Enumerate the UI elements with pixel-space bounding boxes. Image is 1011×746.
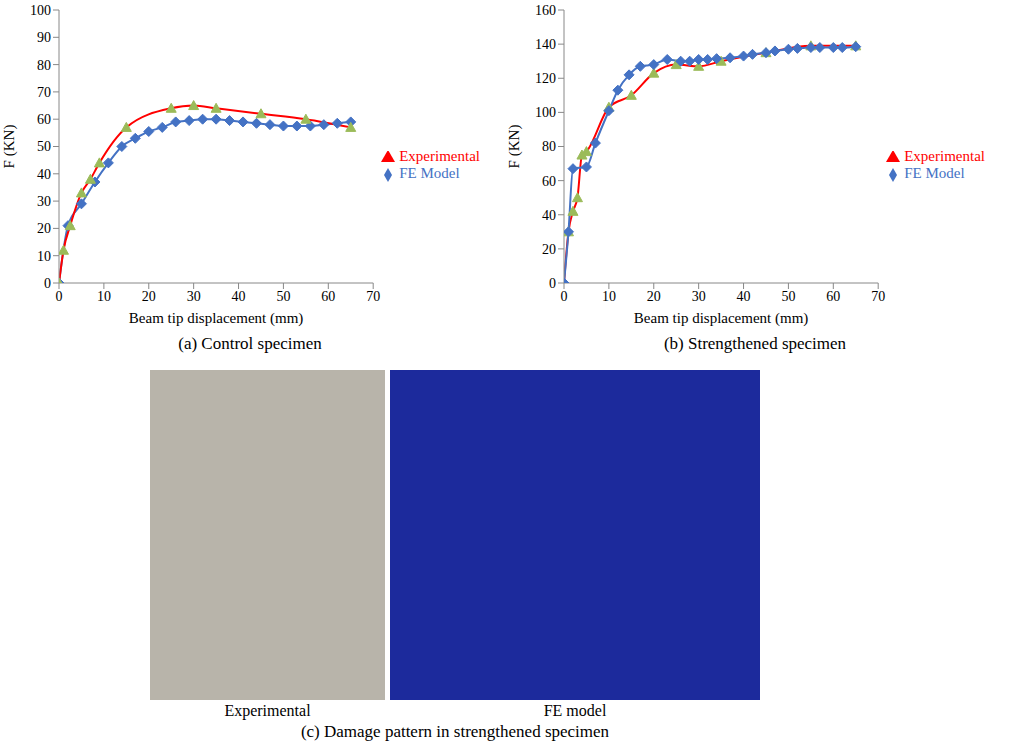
html-text:Experimental: Experimental: [904, 148, 985, 164]
svg-text:120: 120: [535, 71, 556, 86]
svg-text:30: 30: [187, 289, 201, 304]
svg-text:40: 40: [737, 289, 751, 304]
svg-text:20: 20: [142, 289, 156, 304]
svg-text:60: 60: [826, 289, 840, 304]
svg-text:70: 70: [871, 289, 885, 304]
html-text:(a) Control specimen: (a) Control specimen: [178, 334, 322, 353]
html-text:(c) Damage pattern in strength: (c) Damage pattern in strengthened speci…: [300, 722, 610, 741]
svg-text:10: 10: [602, 289, 616, 304]
svg-text:40: 40: [37, 167, 51, 182]
svg-text:80: 80: [542, 139, 556, 154]
svg-text:10: 10: [97, 289, 111, 304]
html-text:(b) Strengthened specimen: (b) Strengthened specimen: [663, 334, 847, 353]
svg-text:100: 100: [535, 105, 556, 120]
svg-text:30: 30: [692, 289, 706, 304]
html-text:Experimental: Experimental: [224, 702, 311, 719]
html-text:Experimental: Experimental: [399, 148, 480, 164]
svg-text:80: 80: [37, 58, 51, 73]
svg-text:10: 10: [37, 249, 51, 264]
svg-text:70: 70: [37, 85, 51, 100]
svg-text:50: 50: [37, 139, 51, 154]
svg-text:Beam tip displacement (mm): Beam tip displacement (mm): [634, 310, 809, 327]
svg-text:40: 40: [232, 289, 246, 304]
svg-text:F (KN): F (KN): [1, 125, 18, 169]
html-text:FE Model: FE Model: [399, 165, 460, 181]
svg-text:70: 70: [366, 289, 380, 304]
svg-text:50: 50: [781, 289, 795, 304]
html-text:FE model: FE model: [543, 702, 607, 719]
svg-text:30: 30: [37, 194, 51, 209]
svg-text:160: 160: [535, 3, 556, 18]
svg-text:60: 60: [542, 174, 556, 189]
svg-text:20: 20: [542, 242, 556, 257]
svg-text:0: 0: [44, 276, 51, 291]
svg-text:90: 90: [37, 30, 51, 45]
svg-text:20: 20: [37, 221, 51, 236]
svg-text:50: 50: [276, 289, 290, 304]
svg-text:60: 60: [321, 289, 335, 304]
svg-text:40: 40: [542, 208, 556, 223]
svg-text:F (KN): F (KN): [506, 125, 523, 169]
svg-text:60: 60: [37, 112, 51, 127]
svg-text:20: 20: [647, 289, 661, 304]
svg-text:Beam tip displacement (mm): Beam tip displacement (mm): [129, 310, 304, 327]
html-text:FE Model: FE Model: [904, 165, 965, 181]
svg-text:0: 0: [561, 289, 568, 304]
svg-text:0: 0: [549, 276, 556, 291]
svg-text:0: 0: [56, 289, 63, 304]
svg-text:100: 100: [30, 3, 51, 18]
svg-text:140: 140: [535, 37, 556, 52]
